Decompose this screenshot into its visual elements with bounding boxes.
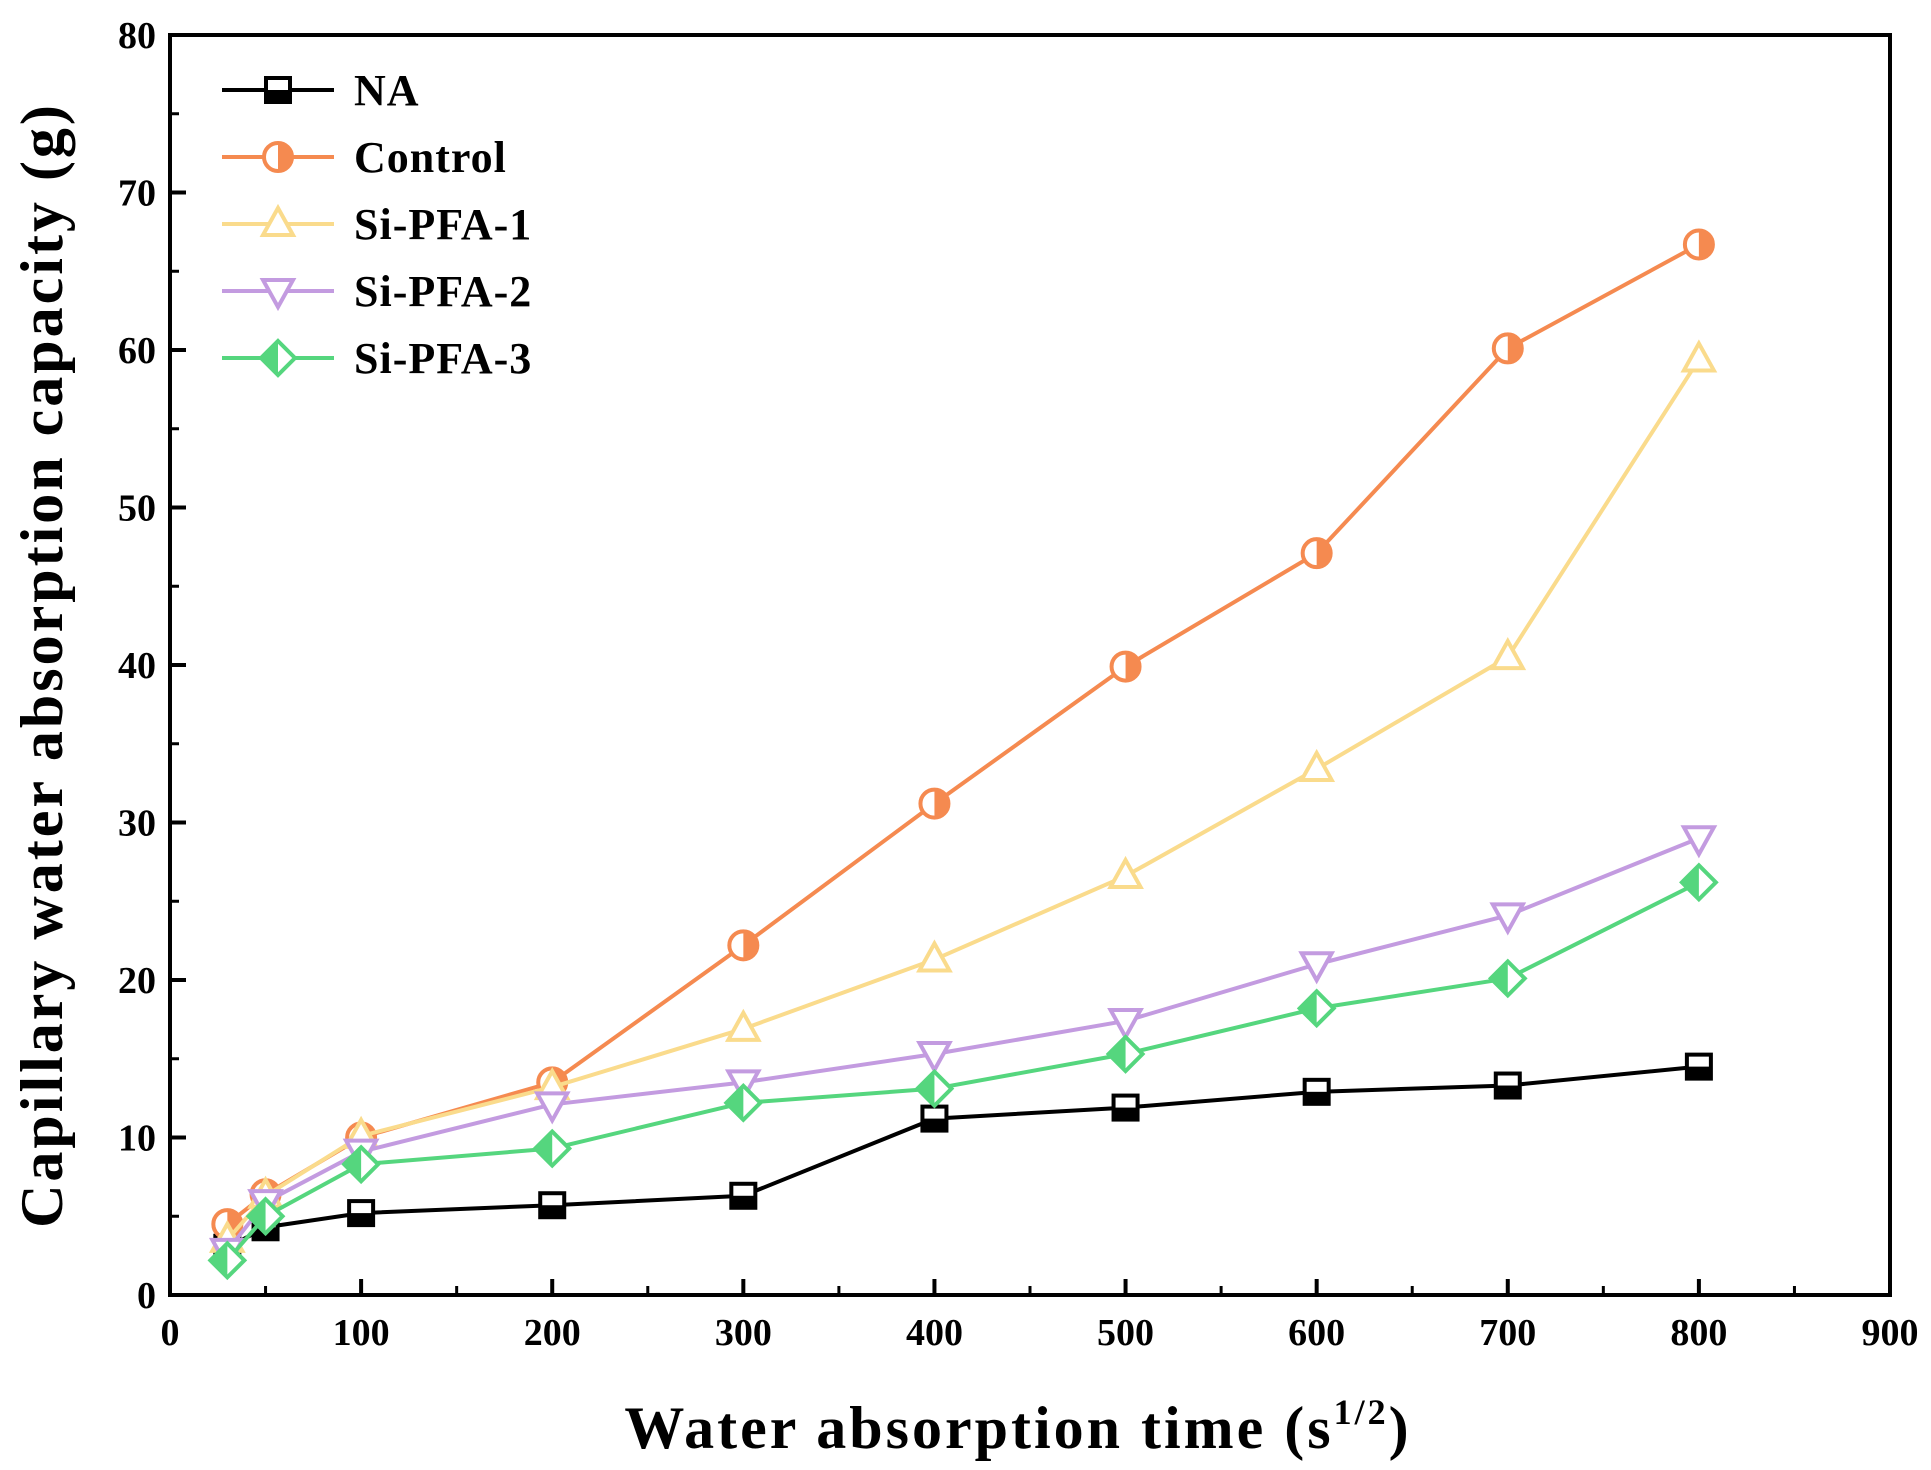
y-tick-label: 30 xyxy=(118,803,156,845)
data-point xyxy=(1298,951,1336,985)
axes-layer: 0 100 200 300 400 500 600 700 800 900 0 10 20 30 40 50 6… xyxy=(118,15,1919,1354)
data-point xyxy=(727,929,760,962)
legend-label: Control xyxy=(354,133,507,182)
y-tick-label: 50 xyxy=(118,488,156,530)
series-na xyxy=(213,1052,1713,1262)
series-si-pfa-3 xyxy=(207,862,1719,1281)
legend-marker xyxy=(259,278,297,312)
legend-marker xyxy=(262,141,294,173)
data-point xyxy=(916,1041,953,1075)
data-point xyxy=(918,787,951,820)
x-tick-label: 0 xyxy=(161,1312,180,1354)
data-point xyxy=(1680,825,1718,859)
data-point xyxy=(533,1091,571,1125)
x-tick-label: 300 xyxy=(715,1312,772,1354)
data-point xyxy=(1489,637,1527,671)
data-point xyxy=(1296,988,1337,1029)
data-point xyxy=(724,1008,762,1042)
data-point xyxy=(920,1104,949,1133)
legend-label: NA xyxy=(354,66,420,115)
data-point xyxy=(245,1196,286,1237)
y-tick-label: 80 xyxy=(118,15,156,57)
data-point xyxy=(207,1240,248,1281)
data-point xyxy=(1300,537,1333,570)
series-line xyxy=(225,836,1700,1253)
y-tick-label: 40 xyxy=(118,645,156,687)
data-point xyxy=(1487,958,1528,999)
legend-item: Si-PFA-3 xyxy=(222,334,532,383)
series-layer xyxy=(207,228,1719,1281)
data-point xyxy=(1489,902,1527,936)
legend-item: Control xyxy=(222,133,507,182)
data-point xyxy=(1493,1071,1522,1100)
y-tick-label: 10 xyxy=(118,1118,156,1160)
series-si-pfa-2 xyxy=(208,825,1718,1272)
data-point xyxy=(723,1083,764,1123)
data-point xyxy=(532,1128,573,1169)
legend-label: Si-PFA-1 xyxy=(354,200,532,249)
series-line xyxy=(225,880,1700,1262)
data-point xyxy=(1679,862,1719,903)
y-axis-title: Capillary water absorption capacity (g) xyxy=(9,102,75,1228)
x-tick-label: 900 xyxy=(1862,1312,1919,1354)
legend-marker xyxy=(259,203,297,237)
legend-marker xyxy=(264,76,292,104)
series-line xyxy=(225,358,1701,1242)
data-point xyxy=(916,939,953,973)
data-point xyxy=(1111,1093,1140,1122)
legend-label: Si-PFA-3 xyxy=(354,334,532,383)
data-point xyxy=(347,1199,376,1228)
data-point xyxy=(1109,650,1142,683)
legend-label: Si-PFA-2 xyxy=(354,267,532,316)
legend-item: Si-PFA-2 xyxy=(222,267,532,316)
data-point xyxy=(1107,1007,1144,1042)
data-point xyxy=(341,1144,381,1185)
data-point xyxy=(914,1068,955,1109)
y-tick-label: 70 xyxy=(118,173,156,215)
legend: NA Control Si-PFA-1 Si-PFA-2 Si-PFA-3 xyxy=(222,66,532,383)
series-si-pfa-1 xyxy=(208,339,1718,1253)
legend-marker xyxy=(258,338,298,378)
x-tick-label: 200 xyxy=(524,1312,581,1354)
legend-item: Si-PFA-1 xyxy=(222,200,532,249)
data-point xyxy=(1107,855,1144,890)
data-point xyxy=(1684,1052,1713,1081)
data-point xyxy=(1298,748,1336,782)
legend-item: NA xyxy=(222,66,420,115)
data-point xyxy=(538,1191,567,1220)
data-point xyxy=(1680,339,1718,373)
y-tick-label: 0 xyxy=(137,1275,156,1317)
data-point xyxy=(1682,228,1715,261)
data-point xyxy=(1302,1077,1331,1106)
data-point xyxy=(729,1181,758,1210)
x-tick-label: 600 xyxy=(1288,1312,1345,1354)
x-axis-title: Water absorption time (s1/2) xyxy=(624,1392,1411,1461)
x-tick-label: 500 xyxy=(1097,1312,1154,1354)
series-line xyxy=(226,242,1700,1226)
data-point xyxy=(1491,332,1524,365)
series-line xyxy=(226,1064,1700,1250)
x-tick-label: 100 xyxy=(333,1312,390,1354)
x-tick-label: 800 xyxy=(1670,1312,1727,1354)
y-tick-label: 20 xyxy=(118,960,156,1002)
data-point xyxy=(1105,1034,1146,1074)
x-tick-label: 700 xyxy=(1479,1312,1536,1354)
y-tick-label: 60 xyxy=(118,330,156,372)
x-tick-label: 400 xyxy=(906,1312,963,1354)
